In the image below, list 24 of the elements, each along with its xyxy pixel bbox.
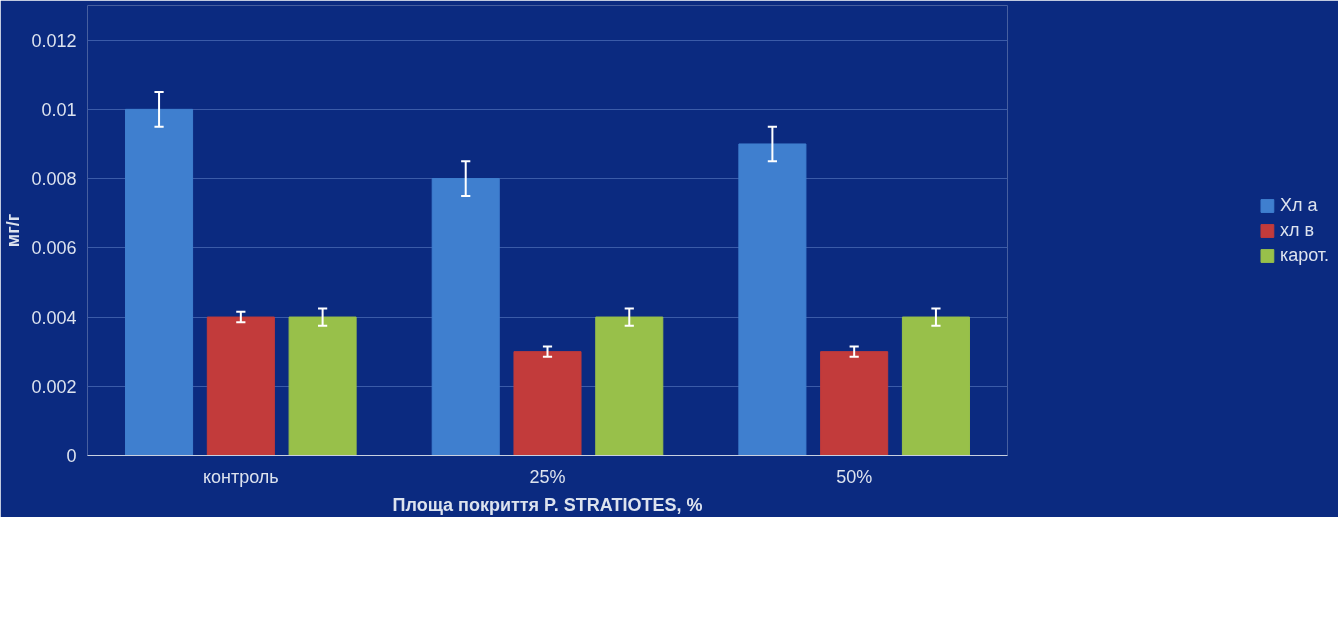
legend-label: карот. [1279,244,1330,266]
y-tick-label: 0.002 [31,376,77,397]
y-tick-label: 0.004 [31,307,77,328]
y-tick-label: 0.012 [31,30,77,51]
bar [288,316,357,456]
bar [738,143,807,456]
bar [595,316,664,456]
y-tick-label: 0 [66,446,77,466]
bar [513,351,582,456]
bar [431,178,500,456]
y-tick-label: 0.01 [41,99,77,120]
legend-label: Хл а [1279,194,1318,216]
x-axis-title: Площа покриття P. STRATIOTES, % [392,494,703,515]
y-axis-title: мг/г [3,213,24,248]
x-tick-label: контроль [202,466,279,487]
bar [125,108,194,456]
legend-label: хл в [1279,219,1314,241]
bar [901,316,970,456]
y-tick-label: 0.008 [31,169,77,190]
bar [206,316,275,456]
y-tick-label: 0.006 [31,238,77,259]
x-tick-label: 25% [529,466,566,487]
x-tick-label: 50% [836,466,873,487]
bar [820,351,889,456]
